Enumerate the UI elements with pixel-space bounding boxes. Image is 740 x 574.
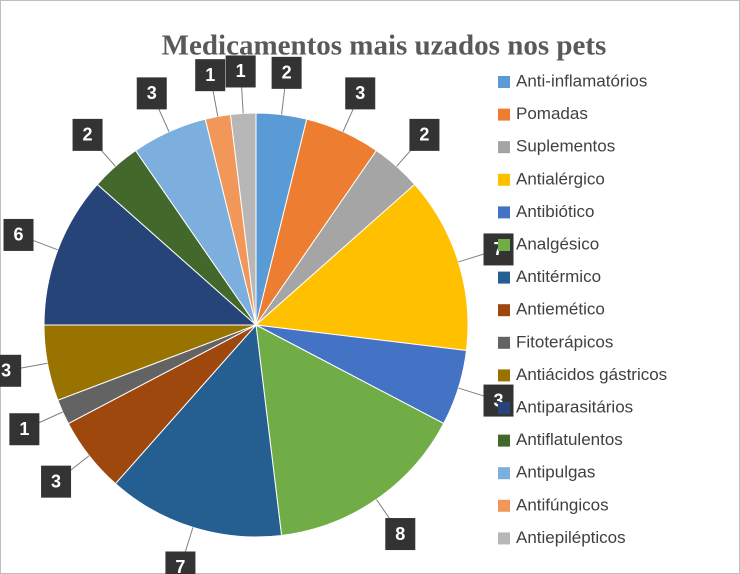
data-label-box <box>41 465 72 498</box>
legend-swatch <box>498 499 510 512</box>
pie-slice <box>254 183 469 352</box>
data-label-box <box>3 218 34 251</box>
legend-swatch <box>498 402 510 414</box>
data-label-box <box>0 354 22 387</box>
data-label: 7 <box>175 557 185 574</box>
legend-label: Antifúngicos <box>516 495 609 514</box>
data-label: 8 <box>395 524 405 544</box>
legend-label: Antipulgas <box>516 463 595 482</box>
data-label: 2 <box>282 63 292 83</box>
legend-label: Fitoterápicos <box>516 332 613 351</box>
legend-swatch <box>498 434 510 447</box>
pie-slice <box>114 323 283 538</box>
legend-label: Antiácidos gástricos <box>516 365 667 384</box>
data-label: 3 <box>1 361 11 381</box>
legend-swatch <box>498 141 510 154</box>
legend-swatch <box>498 108 510 121</box>
data-label: 1 <box>236 61 246 81</box>
legend-swatch <box>498 369 510 382</box>
data-label: 3 <box>355 83 365 103</box>
data-label-box <box>9 413 40 446</box>
legend-swatch <box>498 467 510 480</box>
data-label-box <box>345 77 376 110</box>
legend-swatch <box>498 304 510 317</box>
legend-label: Antiemético <box>516 300 605 319</box>
legend-swatch <box>498 173 510 186</box>
pie-slice <box>229 112 257 326</box>
data-label: 1 <box>19 419 29 439</box>
data-label: 1 <box>205 65 215 85</box>
legend-label: Antibiótico <box>516 202 594 221</box>
legend-label: Pomadas <box>516 104 588 123</box>
legend-label: Antitérmico <box>516 267 601 286</box>
legend-swatch <box>498 239 510 251</box>
legend-label: Antialérgico <box>516 169 605 188</box>
legend-label: Anti-inflamatórios <box>516 71 647 90</box>
legend-swatch <box>498 76 510 88</box>
data-label: 2 <box>83 125 93 145</box>
legend-label: Analgésico <box>516 234 599 253</box>
legend-label: Antiflatulentos <box>516 430 623 449</box>
data-label: 3 <box>51 471 61 491</box>
data-label-box <box>271 56 302 89</box>
data-label: 6 <box>13 225 23 245</box>
data-label-box <box>225 55 256 88</box>
legend-swatch <box>498 206 510 219</box>
data-label: 3 <box>147 83 157 103</box>
pie-slice <box>43 183 258 326</box>
legend-swatch <box>498 271 510 284</box>
data-label-box <box>409 118 440 151</box>
data-label-box <box>165 551 196 574</box>
legend-label: Antiparasitários <box>516 397 633 416</box>
data-label-box <box>385 518 416 551</box>
data-label-box <box>195 59 226 92</box>
legend-swatch <box>498 532 510 545</box>
data-label: 3 <box>493 390 503 410</box>
data-label-box <box>136 77 167 110</box>
legend-label: Antiepilépticos <box>516 528 626 547</box>
pie-slice <box>255 324 445 537</box>
legend-label: Suplementos <box>516 137 615 156</box>
data-label-box <box>72 118 103 151</box>
legend-swatch <box>498 336 510 349</box>
data-label: 2 <box>419 125 429 145</box>
